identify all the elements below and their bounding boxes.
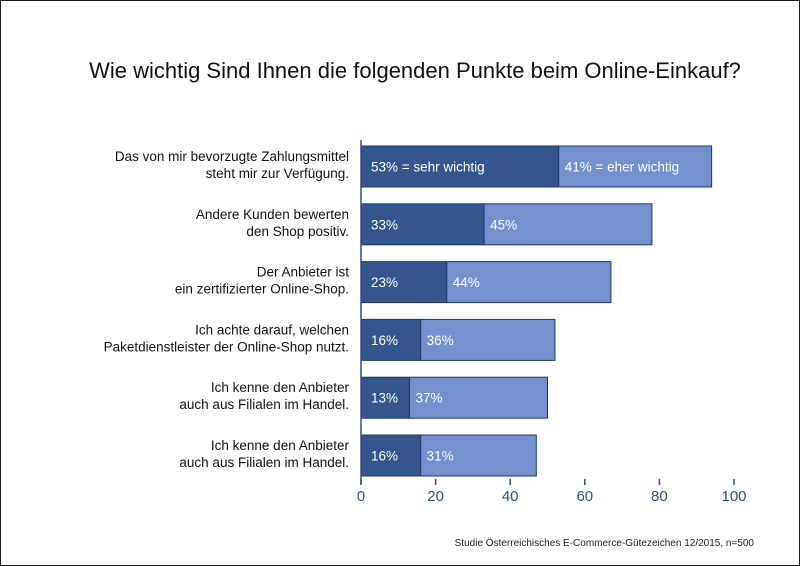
category-label: Ich kenne den Anbieter <box>211 438 350 453</box>
x-tick-label: 80 <box>651 488 668 505</box>
x-tick-label: 100 <box>721 488 746 505</box>
bar-segment <box>483 203 653 246</box>
bar-segment <box>446 261 612 304</box>
bar-segment <box>360 145 560 188</box>
category-label: Der Anbieter ist <box>257 265 350 280</box>
bar-value-label: 37% <box>415 391 442 406</box>
bar-value-label: 36% <box>427 333 454 348</box>
category-label: auch aus Filialen im Handel. <box>179 455 349 470</box>
category-label: ein zertifizierter Online-Shop. <box>175 282 349 297</box>
category-label: Paketdienstleister der Online-Shop nutzt… <box>104 339 349 354</box>
bar-value-label: 31% <box>427 449 454 464</box>
x-tick-label: 0 <box>357 488 365 505</box>
bar-value-label: 45% <box>490 217 517 232</box>
bar-value-label: 13% <box>371 391 398 406</box>
bar-value-label: 53% = sehr wichtig <box>371 160 485 175</box>
bar-value-label: 44% <box>453 275 480 290</box>
category-label: Ich achte darauf, welchen <box>195 322 349 337</box>
category-label: Das von mir bevorzugte Zahlungsmittel <box>115 149 349 164</box>
bar-segment <box>420 434 537 477</box>
chart-source: Studie Österreichisches E-Commerce-Gütez… <box>454 538 754 549</box>
bar-segment <box>558 145 713 188</box>
x-tick-label: 20 <box>427 488 444 505</box>
category-label: den Shop positiv. <box>246 224 349 239</box>
bar-segment <box>360 434 422 477</box>
chart-title: Wie wichtig Sind Ihnen die folgenden Pun… <box>89 58 741 83</box>
bar-value-label: 33% <box>371 217 398 232</box>
bar-segment <box>360 376 410 419</box>
bar-value-label: 23% <box>371 275 398 290</box>
category-label: Andere Kunden bewerten <box>196 207 349 222</box>
category-label: steht mir zur Verfügung. <box>206 166 349 181</box>
bar-value-label: 41% = eher wichtig <box>565 160 679 175</box>
bar-segment <box>420 318 556 361</box>
x-tick-label: 40 <box>502 488 519 505</box>
bar-value-label: 16% <box>371 333 398 348</box>
bar-segment <box>408 376 548 419</box>
x-tick-label: 60 <box>576 488 593 505</box>
bar-value-label: 16% <box>371 449 398 464</box>
category-label: Ich kenne den Anbieter <box>211 380 350 395</box>
category-label: auch aus Filialen im Handel. <box>179 397 349 412</box>
